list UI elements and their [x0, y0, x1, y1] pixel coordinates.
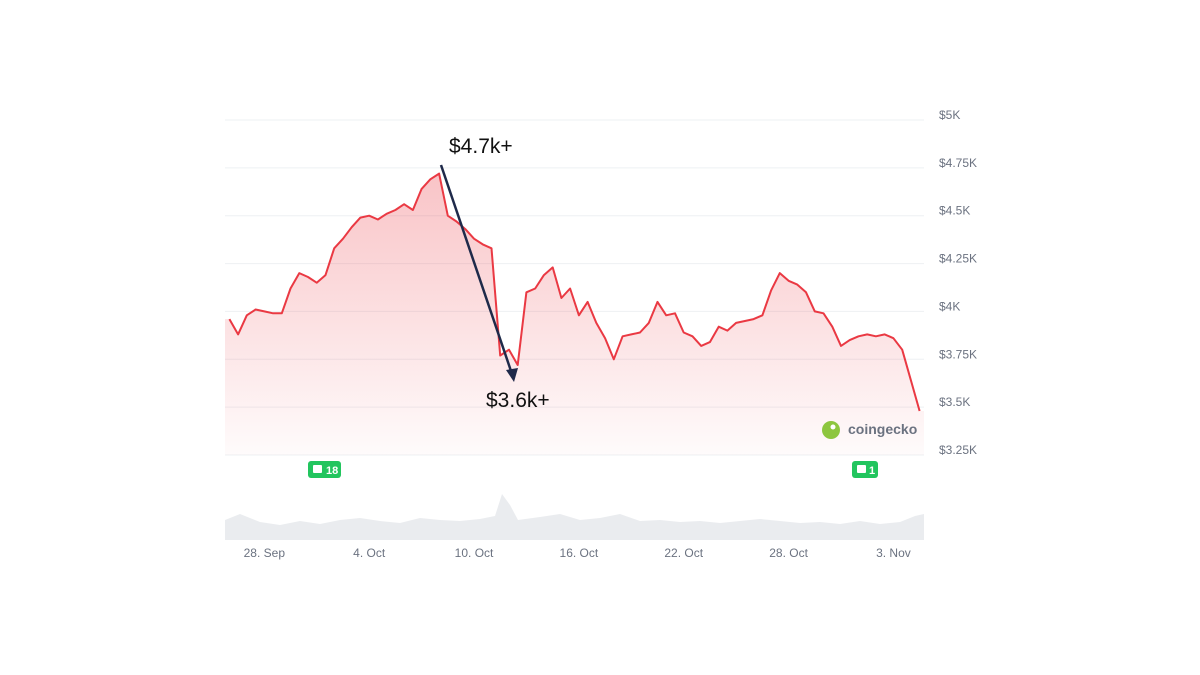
- annotation: $4.7k+: [449, 135, 513, 158]
- y-tick-label: $3.75K: [939, 347, 977, 361]
- annotation: $3.6k+: [486, 389, 550, 412]
- x-tick-label: 28. Oct: [769, 546, 808, 560]
- price-area: [225, 173, 924, 455]
- y-tick-label: $4K: [939, 299, 960, 313]
- x-tick-label: 3. Nov: [876, 546, 911, 560]
- annotation-arrow: [439, 164, 514, 375]
- x-tick-label: 22. Oct: [664, 546, 703, 560]
- y-tick-label: $3.25K: [939, 443, 977, 457]
- watermark: coingecko: [848, 421, 917, 437]
- y-tick-label: $4.75K: [939, 156, 977, 170]
- logo: [822, 421, 840, 439]
- y-tick-label: $4.25K: [939, 252, 977, 266]
- y-tick-label: $5K: [939, 108, 960, 122]
- y-tick-label: $4.5K: [939, 204, 970, 218]
- price-line: [228, 172, 921, 412]
- badge-label: 18: [326, 465, 338, 477]
- badge-label: 1: [869, 465, 875, 477]
- x-tick-label: 16. Oct: [560, 546, 599, 560]
- badge: 18: [308, 461, 341, 478]
- arrow-head: [506, 368, 518, 382]
- badge: 1: [852, 461, 878, 478]
- x-tick-label: 4. Oct: [353, 546, 386, 560]
- volume-area: [225, 494, 924, 540]
- x-tick-label: 10. Oct: [455, 546, 494, 560]
- x-tick-label: 28. Sep: [244, 546, 286, 560]
- y-tick-label: $3.5K: [939, 395, 970, 409]
